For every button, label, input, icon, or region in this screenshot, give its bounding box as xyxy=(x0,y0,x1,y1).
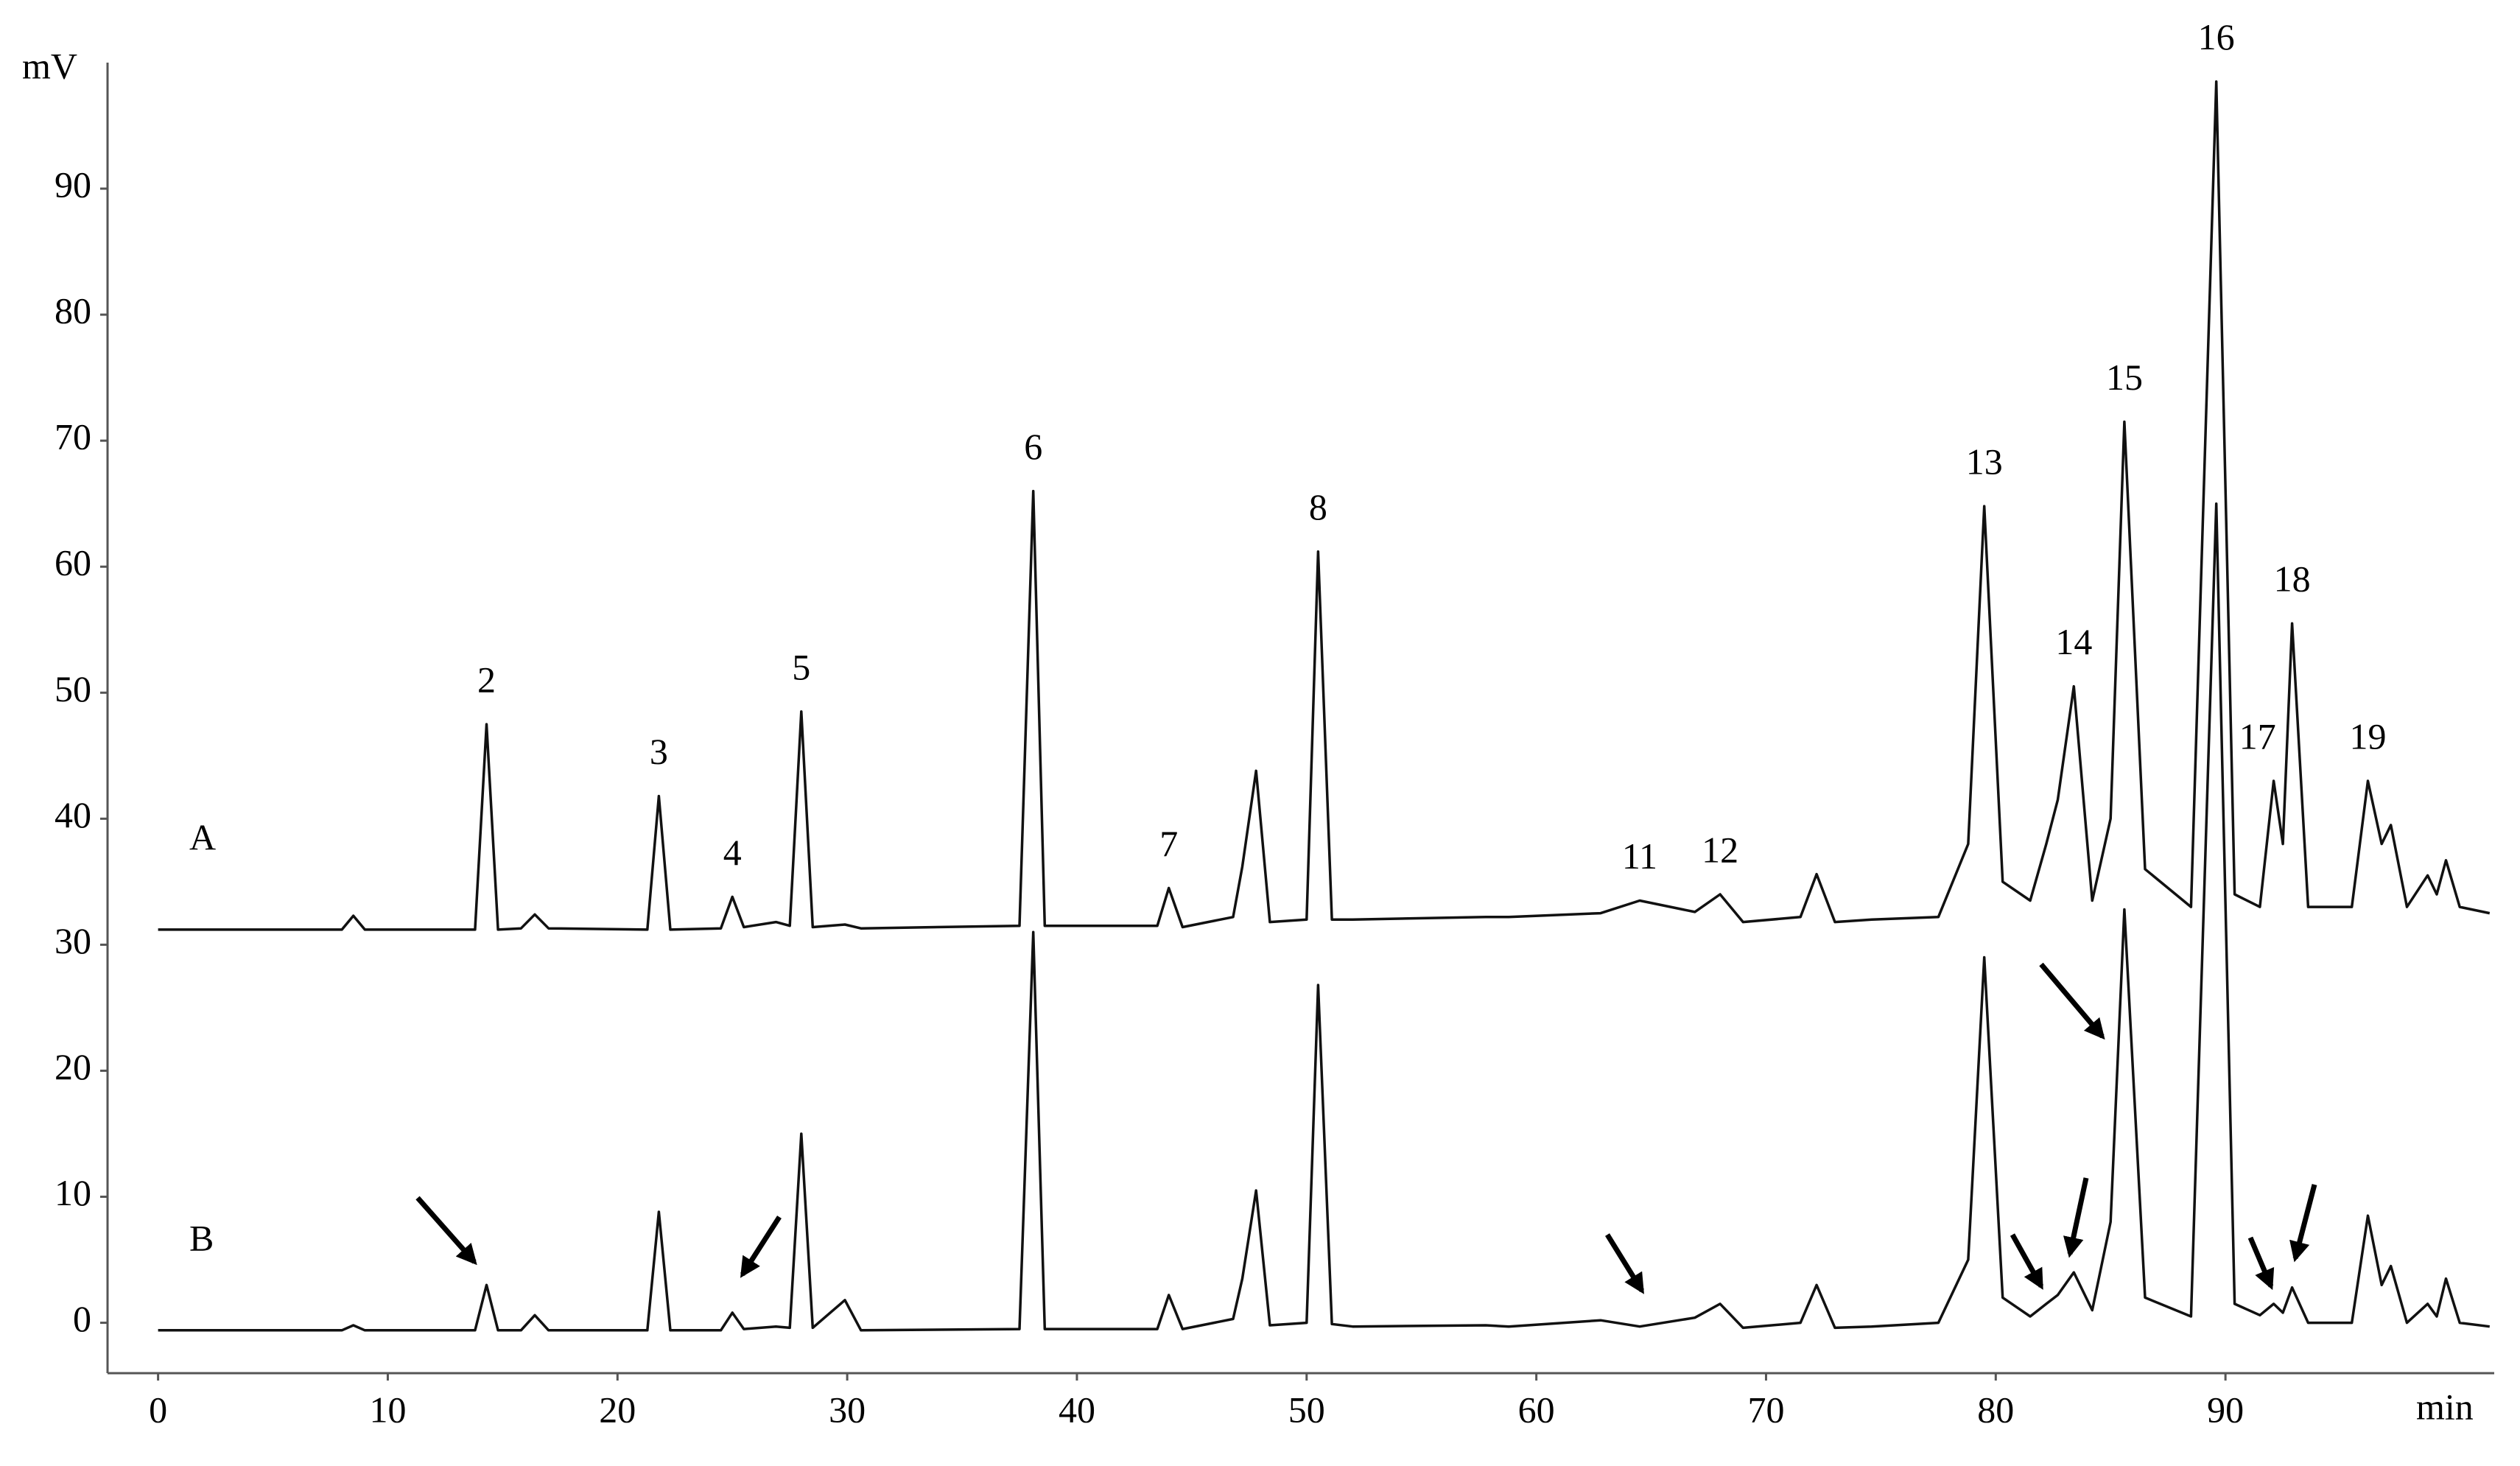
arrow xyxy=(2039,962,2105,1040)
peak-label: 18 xyxy=(2274,558,2311,600)
peak-label: 15 xyxy=(2106,357,2143,398)
peak-label: 2 xyxy=(477,659,496,701)
arrow xyxy=(2010,1233,2044,1290)
x-tick-label: 30 xyxy=(829,1389,866,1430)
peak-label: 12 xyxy=(1702,829,1738,870)
y-tick-label: 20 xyxy=(55,1046,91,1087)
series-line xyxy=(158,502,2491,1332)
arrow xyxy=(415,1196,477,1266)
y-tick-label: 90 xyxy=(55,164,91,206)
arrow xyxy=(2289,1184,2317,1263)
x-tick-label: 90 xyxy=(2207,1389,2244,1430)
peak-label: 7 xyxy=(1159,823,1178,864)
y-axis-label: mV xyxy=(22,45,77,86)
peak-label: 19 xyxy=(2349,715,2386,757)
x-tick-label: 60 xyxy=(1518,1389,1555,1430)
x-tick-label: 40 xyxy=(1059,1389,1095,1430)
peak-label: 8 xyxy=(1309,486,1327,527)
x-tick-label: 10 xyxy=(369,1389,406,1430)
y-tick-label: 60 xyxy=(55,542,91,583)
peak-label: 16 xyxy=(2198,16,2235,57)
x-tick-label: 20 xyxy=(599,1389,636,1430)
peak-label: 17 xyxy=(2239,715,2276,757)
arrow xyxy=(1605,1233,1644,1294)
y-tick-label: 50 xyxy=(55,668,91,709)
arrows xyxy=(415,962,2317,1294)
peak-label: 13 xyxy=(1966,441,2003,483)
peak-label: 6 xyxy=(1024,426,1042,467)
x-tick-label: 0 xyxy=(149,1389,167,1430)
peak-label: 14 xyxy=(2055,621,2092,662)
y-tick-label: 0 xyxy=(73,1298,91,1339)
y-tick-label: 80 xyxy=(55,290,91,332)
x-tick-label: 80 xyxy=(1977,1389,2014,1430)
series-label: B xyxy=(189,1217,214,1258)
peak-label: 3 xyxy=(650,731,668,772)
y-tick-label: 70 xyxy=(55,416,91,457)
peak-label: 11 xyxy=(1622,835,1657,877)
x-tick-label: 70 xyxy=(1747,1389,1784,1430)
y-tick-label: 40 xyxy=(55,794,91,835)
x-tick-label: 50 xyxy=(1288,1389,1325,1430)
arrow xyxy=(740,1216,782,1278)
y-tick-label: 30 xyxy=(55,920,91,961)
series-line xyxy=(158,80,2491,931)
x-axis-label: min xyxy=(2416,1386,2474,1427)
series-label: A xyxy=(189,816,216,857)
peak-label: 5 xyxy=(792,646,810,687)
y-tick-label: 10 xyxy=(55,1172,91,1213)
peak-label: 4 xyxy=(723,832,742,873)
arrow xyxy=(2247,1236,2275,1291)
arrow xyxy=(2063,1177,2089,1258)
